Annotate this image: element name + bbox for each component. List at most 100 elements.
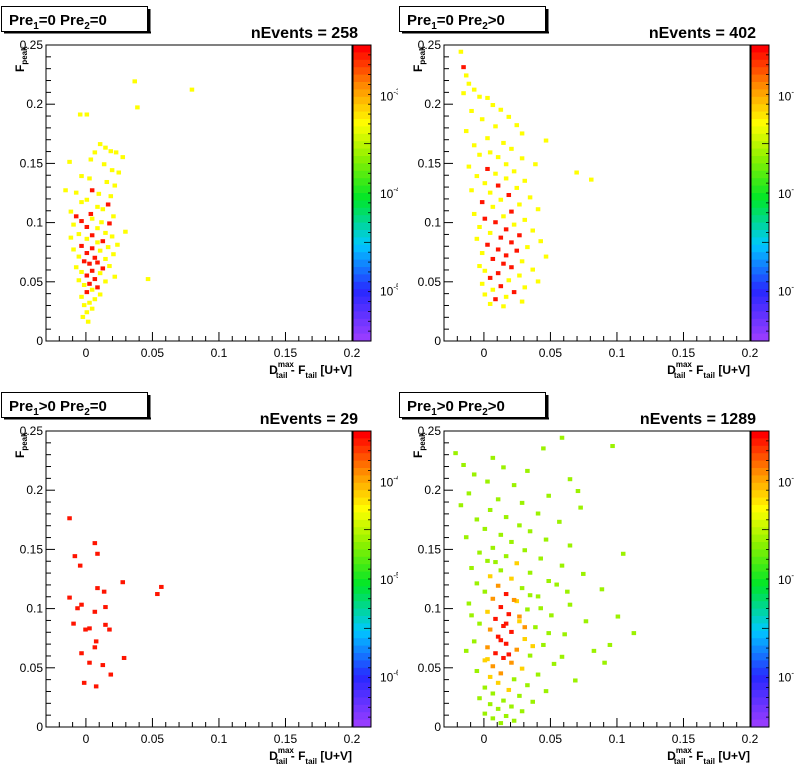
data-cell	[498, 638, 504, 643]
data-cell	[525, 245, 530, 250]
data-cell	[104, 179, 110, 185]
data-cell	[469, 108, 474, 113]
data-cell	[76, 254, 82, 259]
y-tick-label: 0.25	[418, 424, 442, 438]
data-cell	[503, 253, 509, 258]
data-cell	[80, 314, 86, 319]
stats-label: nEvents = 402	[649, 25, 756, 42]
data-cell	[493, 220, 498, 225]
heatmap-chart-3: Pre1>0 Pre2=0 nEvents = 29 0 0.05 0.1 0.15 0.2…	[1, 392, 401, 766]
data-cell	[463, 73, 469, 78]
data-cell	[76, 232, 82, 237]
data-cell	[107, 264, 112, 269]
chart-panel-2: Pre1=0 Pre2>0 nEvents = 402 0 0.05 0.1 0.15 0.…	[398, 0, 796, 386]
colorbar: 10-6 10-5 10-4	[352, 430, 401, 728]
data-cell	[100, 663, 106, 668]
colorbar-tick-label: 10-5	[380, 571, 398, 587]
data-cell	[487, 275, 493, 280]
data-cell	[485, 558, 490, 563]
data-cell	[517, 693, 522, 698]
data-cell	[519, 299, 525, 304]
data-cell	[578, 505, 583, 510]
colorbar-tick-label: 10-3	[380, 87, 398, 103]
data-cell	[509, 704, 514, 709]
data-cell	[535, 207, 541, 212]
y-tick-label: 0.25	[20, 424, 44, 438]
data-cell	[89, 246, 95, 251]
data-cell	[67, 516, 72, 521]
data-cell	[538, 556, 543, 561]
colorbar: 10-5 10-4 10-3	[352, 44, 401, 342]
chart-panel-1: Pre1=0 Pre2=0 nEvents = 258 0 0.05 0.1 0.15 0.…	[0, 0, 401, 386]
title-box: Pre1=0 Pre2=0	[1, 6, 151, 34]
y-tick-label: 0.15	[20, 156, 44, 170]
data-cell	[99, 220, 104, 225]
data-cell	[503, 592, 509, 597]
data-cell	[511, 483, 517, 488]
data-cell	[522, 178, 528, 183]
data-cell	[495, 155, 501, 160]
data-cell	[490, 204, 496, 209]
y-axis-label: Fpeak	[13, 46, 29, 72]
data-cell	[461, 65, 466, 70]
data-cell	[71, 621, 76, 626]
data-cell	[485, 479, 490, 484]
y-tick-label: 0.05	[418, 661, 442, 675]
data-cell	[479, 200, 485, 205]
data-cell	[501, 140, 506, 145]
data-cell	[498, 568, 504, 573]
x-tick-label: 0.1	[609, 346, 626, 360]
data-cell	[73, 214, 79, 219]
data-cell	[533, 162, 538, 167]
colorbar-tick-label: 10-	[778, 669, 794, 685]
data-cell	[458, 49, 464, 54]
data-cell	[495, 583, 501, 588]
data-cell	[549, 613, 554, 618]
data-cell	[517, 273, 522, 278]
data-cell	[599, 587, 605, 592]
data-cell	[509, 265, 514, 270]
data-cell	[498, 284, 504, 289]
y-axis-label: Fpeak	[411, 46, 427, 72]
y-axis: 0 0.05 0.1 0.15 0.2 0.25	[20, 38, 55, 348]
data-cell	[113, 150, 119, 155]
data-cell	[511, 718, 517, 723]
data-cell	[474, 581, 480, 586]
data-cell	[509, 209, 514, 214]
y-axis: 0 0.05 0.1 0.15 0.2 0.25	[418, 424, 453, 734]
data-cell	[541, 446, 546, 451]
data-cell	[533, 625, 538, 630]
data-cell	[522, 625, 528, 630]
data-cell	[530, 228, 535, 233]
data-cell	[471, 639, 477, 644]
data-cell	[498, 197, 504, 202]
data-cell	[109, 168, 115, 173]
data-cell	[461, 462, 466, 467]
data-cell	[509, 146, 514, 151]
data-cell	[535, 511, 541, 516]
chart-panel-4: Pre1>0 Pre2>0 nEvents = 1289 0 0.05 0.1 0.15 0…	[398, 386, 796, 772]
data-cell	[573, 678, 578, 683]
data-cell	[87, 300, 92, 305]
data-cell	[503, 641, 509, 646]
data-cell	[95, 240, 100, 245]
data-cell	[503, 227, 509, 232]
data-cell	[490, 716, 496, 721]
data-cell	[95, 586, 100, 591]
data-cell	[103, 279, 108, 284]
data-cell	[79, 269, 84, 274]
data-cell	[77, 563, 83, 568]
x-tick-label: 0.15	[274, 732, 298, 746]
data-cell	[477, 621, 482, 626]
data-cell	[482, 181, 488, 186]
data-cell	[84, 112, 90, 117]
data-cell	[495, 680, 501, 685]
data-cell	[477, 224, 482, 229]
data-cell	[591, 648, 597, 653]
data-cell	[522, 285, 528, 290]
data-cell	[543, 689, 549, 694]
data-cell	[610, 444, 615, 449]
data-cell	[493, 124, 498, 129]
heatmap-chart-2: Pre1=0 Pre2>0 nEvents = 402 0 0.05 0.1 0.15 0.…	[399, 6, 794, 380]
data-cell	[466, 81, 472, 86]
